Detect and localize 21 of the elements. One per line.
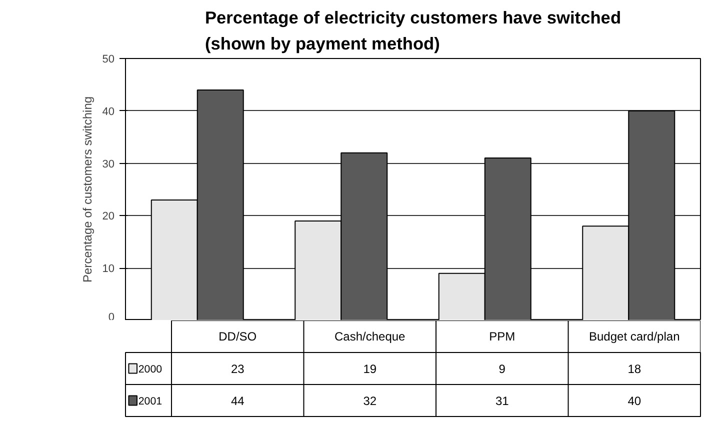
x-tick-label: Budget card/plan: [589, 330, 680, 344]
data-label: 9: [498, 362, 506, 376]
data-label: 23: [230, 362, 245, 376]
y-tick-label: 50: [102, 54, 115, 66]
legend-label: 2000: [138, 364, 162, 376]
data-label: 40: [628, 394, 642, 408]
data-label: 18: [628, 362, 642, 376]
y-axis-title: Percentage of customers switching: [80, 96, 94, 283]
y-tick-label: 20: [102, 210, 115, 223]
x-tick-label: Cash/cheque: [334, 330, 406, 344]
y-tick-label: 10: [102, 263, 115, 276]
y-tick-label: 40: [102, 106, 115, 118]
data-label: 44: [230, 394, 245, 408]
chart-title: Percentage of electricity customers have switched (shown by payment method): [204, 8, 622, 54]
x-tick-label: DD/SO: [218, 330, 257, 344]
y-tick-label: 30: [102, 158, 115, 170]
data-label: 19: [363, 362, 377, 376]
data-label: 31: [495, 394, 510, 408]
x-tick-label: PPM: [489, 330, 516, 344]
data-label: 32: [363, 394, 377, 408]
legend-label: 2001: [138, 396, 162, 408]
